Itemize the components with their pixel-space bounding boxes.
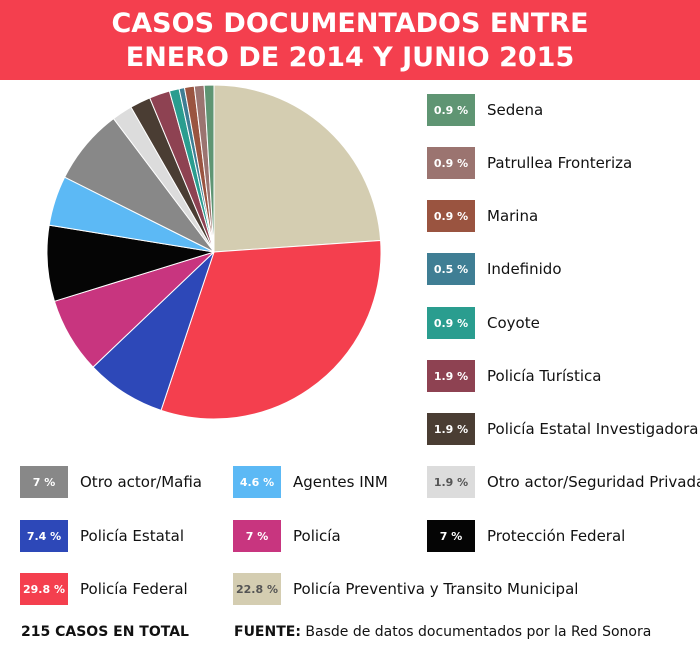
legend-label: Sedena xyxy=(487,101,544,119)
legend-label: Policía Estatal xyxy=(80,527,185,545)
legend-label: Coyote xyxy=(487,314,540,332)
pie-slice-policia-preventiva-y-transito-municipal xyxy=(213,84,382,253)
legend-value-label: 22.8 % xyxy=(233,573,281,605)
legend-label: Agentes INM xyxy=(293,473,388,491)
legend-label: Marina xyxy=(487,207,539,225)
legend-label: Policía xyxy=(293,527,341,545)
legend-value-label: 0.9 % xyxy=(427,200,475,232)
total-cases: 215 CASOS EN TOTAL xyxy=(21,624,189,640)
title-bar: CASOS DOCUMENTADOS ENTRE ENERO DE 2014 Y… xyxy=(0,0,700,80)
legend-value-label: 0.9 % xyxy=(427,147,475,179)
source-note: FUENTE: Basde de datos documentados por … xyxy=(234,624,651,640)
legend-value-label: 7 % xyxy=(20,466,68,498)
source-label: FUENTE: xyxy=(234,624,301,640)
legend-value-label: 7.4 % xyxy=(20,520,68,552)
chart-title-line-1: CASOS DOCUMENTADOS ENTRE xyxy=(111,8,589,39)
legend-label: Policía Federal xyxy=(80,580,188,598)
legend-label: Policía Turística xyxy=(487,367,602,385)
legend-label: Protección Federal xyxy=(487,527,626,545)
legend-value-label: 4.6 % xyxy=(233,466,281,498)
legend-value-label: 0.5 % xyxy=(427,253,475,285)
legend-value-label: 7 % xyxy=(427,520,475,552)
legend-value-label: 29.8 % xyxy=(20,573,68,605)
chart-title-line-2: ENERO DE 2014 Y JUNIO 2015 xyxy=(125,42,575,73)
legend-label: Policía Preventiva y Transito Municipal xyxy=(293,580,579,598)
pie-slice-sedena xyxy=(203,84,215,253)
legend-value-label: 0.9 % xyxy=(427,94,475,126)
legend-value-label: 1.9 % xyxy=(427,413,475,445)
legend-label: Policía Estatal Investigadora xyxy=(487,420,699,438)
legend-label: Indefinido xyxy=(487,260,562,278)
pie-chart xyxy=(46,84,382,420)
legend-value-label: 1.9 % xyxy=(427,360,475,392)
pie-slice-policia-federal xyxy=(160,239,382,420)
legend-value-label: 1.9 % xyxy=(427,466,475,498)
legend-label: Otro actor/Mafia xyxy=(80,473,202,491)
legend-value-label: 0.9 % xyxy=(427,307,475,339)
legend-label: Otro actor/Seguridad Privada xyxy=(487,473,700,491)
source-text: Basde de datos documentados por la Red S… xyxy=(300,624,652,640)
legend-label: Patrullea Fronteriza xyxy=(487,154,633,172)
legend-value-label: 7 % xyxy=(233,520,281,552)
